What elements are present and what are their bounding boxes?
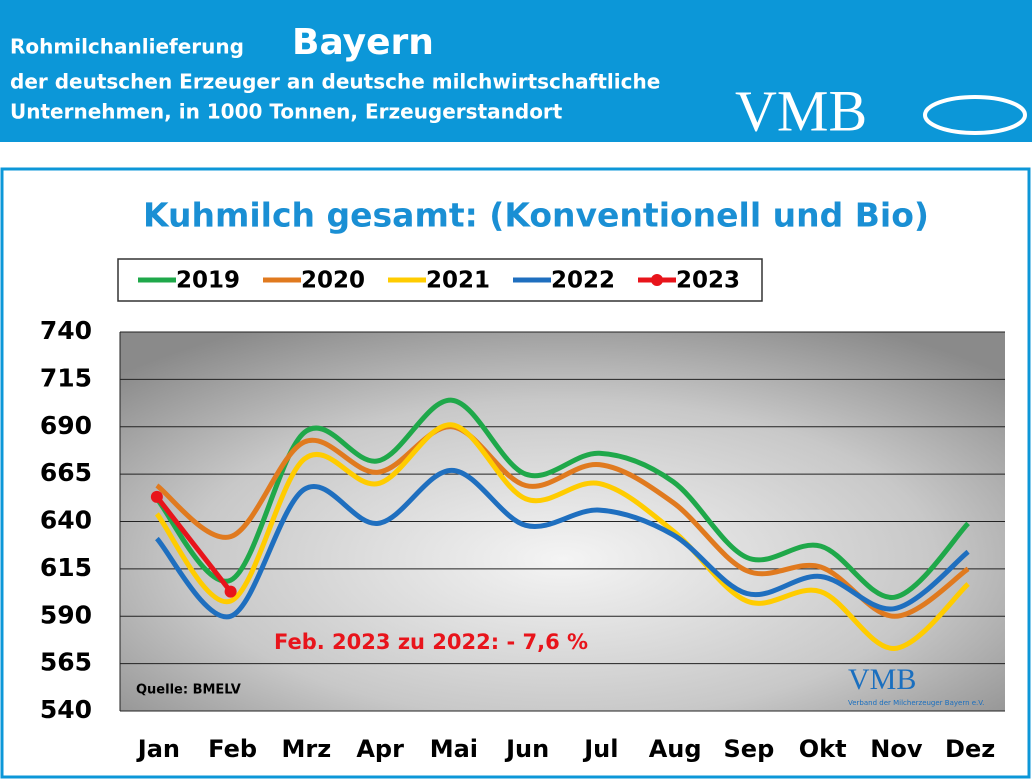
header-line: der deutschen Erzeuger an deutsche milch… [10, 70, 660, 94]
series-line [154, 467, 970, 620]
x-tick-label: Aug [649, 735, 702, 763]
legend-label: 2023 [676, 268, 740, 294]
y-tick-label: 590 [40, 600, 92, 629]
header-region: Bayern [292, 22, 434, 63]
y-tick-label: 715 [40, 363, 92, 392]
legend-label: 2019 [176, 268, 240, 294]
logo: VMB [735, 78, 867, 143]
series-line [155, 424, 970, 619]
series-line [154, 495, 233, 594]
x-tick-label: Feb [208, 735, 257, 763]
series-line [154, 397, 970, 600]
logo-swirl [923, 95, 1027, 135]
legend-label: 2022 [551, 268, 615, 294]
y-tick-label: 665 [40, 458, 92, 487]
y-tick-label: 615 [40, 553, 92, 582]
x-tick-label: Jul [582, 735, 618, 763]
x-tick-label: Jan [136, 735, 180, 763]
legend-marker [651, 274, 663, 286]
x-tick-label: Nov [870, 735, 923, 763]
chart-title: Kuhmilch gesamt: (Konventionell und Bio) [143, 196, 929, 235]
x-tick-label: Jun [504, 735, 549, 763]
point [150, 490, 163, 503]
watermark-sub: Verband der Milcherzeuger Bayern e.V. [848, 699, 984, 707]
y-tick-label: 640 [40, 506, 92, 535]
annotation: Feb. 2023 zu 2022: - 7,6 % [274, 630, 588, 654]
point [224, 585, 237, 598]
x-tick-label: Mai [430, 735, 478, 763]
x-tick-label: Okt [799, 735, 847, 763]
x-tick-label: Sep [724, 735, 775, 763]
x-tick-label: Apr [356, 735, 404, 763]
header-band [0, 0, 1032, 142]
y-tick-label: 690 [40, 411, 92, 440]
header-title: Rohmilchanlieferung [10, 35, 244, 59]
x-tick-label: Dez [945, 735, 995, 763]
series-line [154, 422, 970, 651]
header-line: Unternehmen, in 1000 Tonnen, Erzeugersta… [10, 100, 563, 124]
y-tick-label: 565 [40, 648, 92, 677]
x-tick-label: Mrz [282, 735, 332, 763]
legend-label: 2020 [301, 268, 365, 294]
legend-label: 2021 [426, 268, 490, 294]
y-tick-label: 740 [40, 316, 92, 345]
watermark: VMB [848, 663, 916, 696]
y-tick-label: 540 [40, 695, 92, 724]
source: Quelle: BMELV [136, 683, 241, 698]
